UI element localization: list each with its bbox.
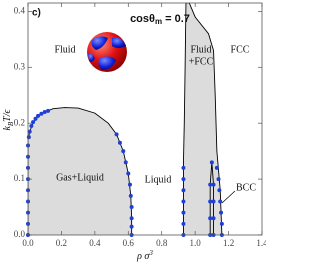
y-tick-label: 0.0 bbox=[14, 229, 26, 239]
dots bbox=[26, 108, 224, 237]
phase-region bbox=[183, 3, 222, 235]
phase-boundary bbox=[182, 3, 223, 235]
data-point bbox=[218, 199, 223, 204]
x-axis-title: ρ σ3 bbox=[136, 249, 153, 263]
y-axis-title: kBT/ϵ bbox=[2, 108, 14, 130]
x-title-sup: 3 bbox=[148, 249, 153, 257]
y-tick-label: 0.4 bbox=[14, 5, 26, 15]
annotation: +FCC bbox=[189, 56, 214, 67]
data-point bbox=[117, 140, 122, 145]
data-point bbox=[217, 188, 222, 193]
chart: c) cosθm = 0.7 Fluid Gas+Liquid Liquid F… bbox=[2, 2, 266, 263]
data-point bbox=[129, 224, 134, 229]
fills bbox=[28, 3, 222, 235]
data-point bbox=[208, 199, 213, 204]
data-point bbox=[27, 129, 32, 134]
data-point bbox=[181, 188, 186, 193]
x-tick-label: 1.0 bbox=[190, 238, 202, 248]
parameter: cosθm = 0.7 bbox=[130, 13, 190, 26]
panel-label: c) bbox=[32, 8, 41, 19]
data-point bbox=[209, 160, 214, 165]
data-point bbox=[214, 165, 219, 170]
data-point bbox=[128, 193, 133, 198]
data-point bbox=[26, 135, 31, 140]
y-tick-label: 0.3 bbox=[14, 61, 26, 71]
phase-region bbox=[28, 107, 132, 235]
data-point bbox=[39, 111, 44, 116]
x-tick-label: 0.4 bbox=[89, 238, 101, 248]
data-point bbox=[31, 120, 36, 125]
x-tick-label: 0.6 bbox=[123, 238, 135, 248]
parameter-sub: m bbox=[155, 17, 162, 26]
data-point bbox=[181, 165, 186, 170]
data-point bbox=[181, 210, 186, 215]
data-point bbox=[219, 221, 224, 226]
data-point bbox=[211, 199, 216, 204]
data-point bbox=[216, 177, 221, 182]
data-point bbox=[211, 216, 216, 221]
data-point bbox=[42, 110, 47, 115]
data-point bbox=[181, 177, 186, 182]
x-tick-label: 0.0 bbox=[22, 238, 34, 248]
x-tick-label: 0.8 bbox=[156, 238, 168, 248]
x-tick-label: 1.4 bbox=[256, 238, 266, 248]
x-tick-label: 0.2 bbox=[56, 238, 67, 248]
sphere-icon bbox=[87, 32, 127, 72]
annotation: Liquid bbox=[145, 174, 172, 185]
data-point bbox=[181, 221, 186, 226]
annotation: FCC bbox=[231, 44, 250, 55]
annotation: Fluid bbox=[54, 44, 75, 55]
data-point bbox=[121, 149, 126, 154]
data-point bbox=[211, 182, 216, 187]
y-tick-label: 0.2 bbox=[14, 117, 25, 127]
data-point bbox=[219, 210, 224, 215]
data-point bbox=[36, 113, 41, 118]
x-title-main: ρ σ bbox=[136, 251, 150, 262]
data-point bbox=[208, 182, 213, 187]
data-point bbox=[33, 116, 38, 121]
data-point bbox=[181, 199, 186, 204]
data-point bbox=[129, 205, 134, 210]
x-tick-label: 1.2 bbox=[223, 238, 234, 248]
annotation-pointer bbox=[221, 190, 236, 204]
annotation: Gas+Liquid bbox=[56, 172, 104, 183]
y-title-rest: T/ϵ bbox=[2, 108, 13, 121]
y-tick-label: 0.1 bbox=[14, 173, 25, 183]
annotation: Fluid bbox=[190, 44, 211, 55]
data-point bbox=[29, 123, 34, 128]
parameter-value: = 0.7 bbox=[162, 13, 190, 25]
parameter-main: cosθ bbox=[130, 13, 155, 25]
plot-frame bbox=[27, 2, 263, 236]
data-point bbox=[123, 160, 128, 165]
y-title-sub: B bbox=[7, 121, 15, 126]
data-point bbox=[208, 216, 213, 221]
data-point bbox=[129, 216, 134, 221]
annotation: BCC bbox=[236, 182, 256, 193]
data-point bbox=[126, 171, 131, 176]
data-point bbox=[114, 132, 119, 137]
y-title-main: k bbox=[2, 126, 13, 131]
data-point bbox=[46, 108, 51, 113]
data-point bbox=[127, 182, 132, 187]
